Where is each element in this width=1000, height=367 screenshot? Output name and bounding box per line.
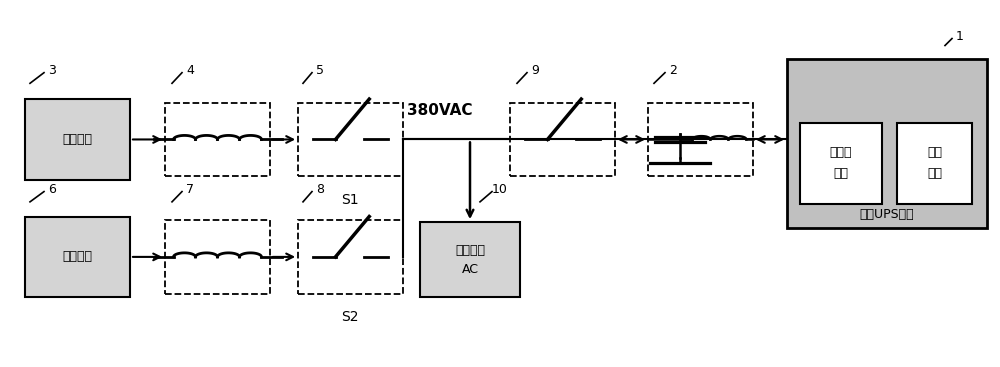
FancyBboxPatch shape	[25, 99, 130, 180]
FancyBboxPatch shape	[787, 59, 987, 228]
Text: 电网市电: 电网市电	[62, 133, 92, 146]
FancyBboxPatch shape	[800, 123, 882, 204]
FancyBboxPatch shape	[165, 220, 270, 294]
Text: 2: 2	[669, 64, 677, 77]
FancyBboxPatch shape	[420, 222, 520, 297]
Text: 流器: 流器	[834, 167, 849, 180]
Text: 电力负载: 电力负载	[455, 244, 485, 257]
Text: 双向变: 双向变	[830, 146, 852, 159]
Text: 4: 4	[186, 64, 194, 77]
Text: 飞轮: 飞轮	[927, 146, 942, 159]
Text: 7: 7	[186, 183, 194, 196]
Text: 柴电机组: 柴电机组	[62, 250, 92, 264]
FancyBboxPatch shape	[510, 103, 615, 176]
Text: AC: AC	[462, 264, 479, 276]
FancyBboxPatch shape	[897, 123, 972, 204]
Text: 3: 3	[48, 64, 56, 77]
FancyBboxPatch shape	[298, 220, 403, 294]
FancyBboxPatch shape	[165, 103, 270, 176]
Text: S1: S1	[341, 193, 359, 207]
FancyBboxPatch shape	[25, 217, 130, 297]
Text: S2: S2	[341, 310, 359, 324]
Text: 1: 1	[956, 30, 964, 43]
FancyBboxPatch shape	[298, 103, 403, 176]
Text: 5: 5	[316, 64, 324, 77]
Text: 380VAC: 380VAC	[407, 103, 473, 117]
Text: 飞轮UPS装置: 飞轮UPS装置	[860, 208, 914, 221]
Text: 6: 6	[48, 183, 56, 196]
Text: 10: 10	[492, 183, 508, 196]
FancyBboxPatch shape	[648, 103, 753, 176]
Text: 8: 8	[316, 183, 324, 196]
Text: 9: 9	[531, 64, 539, 77]
Text: 本体: 本体	[927, 167, 942, 180]
